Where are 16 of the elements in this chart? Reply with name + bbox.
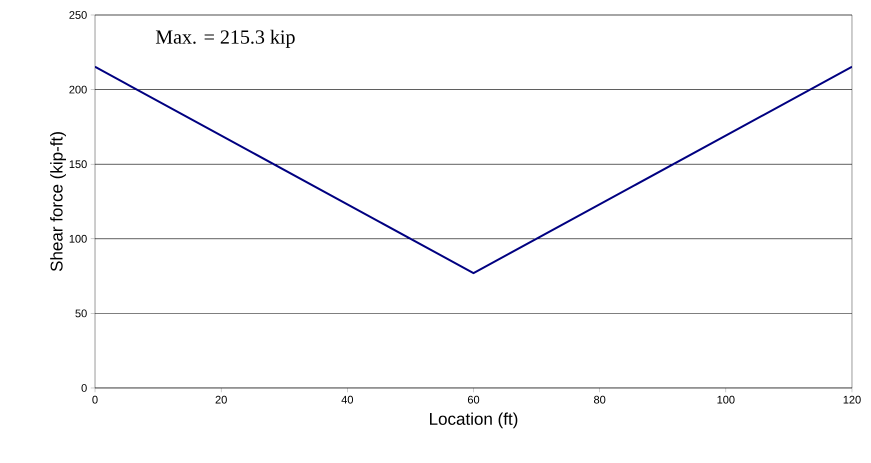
- x-tick-label: 0: [92, 396, 98, 404]
- x-tick-label: 40: [341, 396, 354, 404]
- y-tick-label: 250: [69, 11, 87, 19]
- y-tick-label: 150: [70, 160, 87, 168]
- y-axis-title: Shear force (kip-ft): [50, 132, 66, 272]
- x-axis-title: Location (ft): [430, 412, 518, 428]
- y-tick-label: 200: [69, 86, 87, 94]
- annotation: Max. = 215.3 kip: [156, 30, 295, 48]
- y-tick-label: 50: [75, 310, 87, 318]
- x-tick-label: 20: [216, 396, 227, 404]
- x-tick-label: 100: [717, 396, 735, 404]
- y-tick-label: 100: [70, 234, 87, 243]
- x-tick-label: 60: [468, 396, 480, 404]
- x-tick-label: 120: [844, 396, 861, 404]
- y-tick-label: 0: [82, 384, 87, 392]
- x-tick-label: 80: [594, 396, 606, 404]
